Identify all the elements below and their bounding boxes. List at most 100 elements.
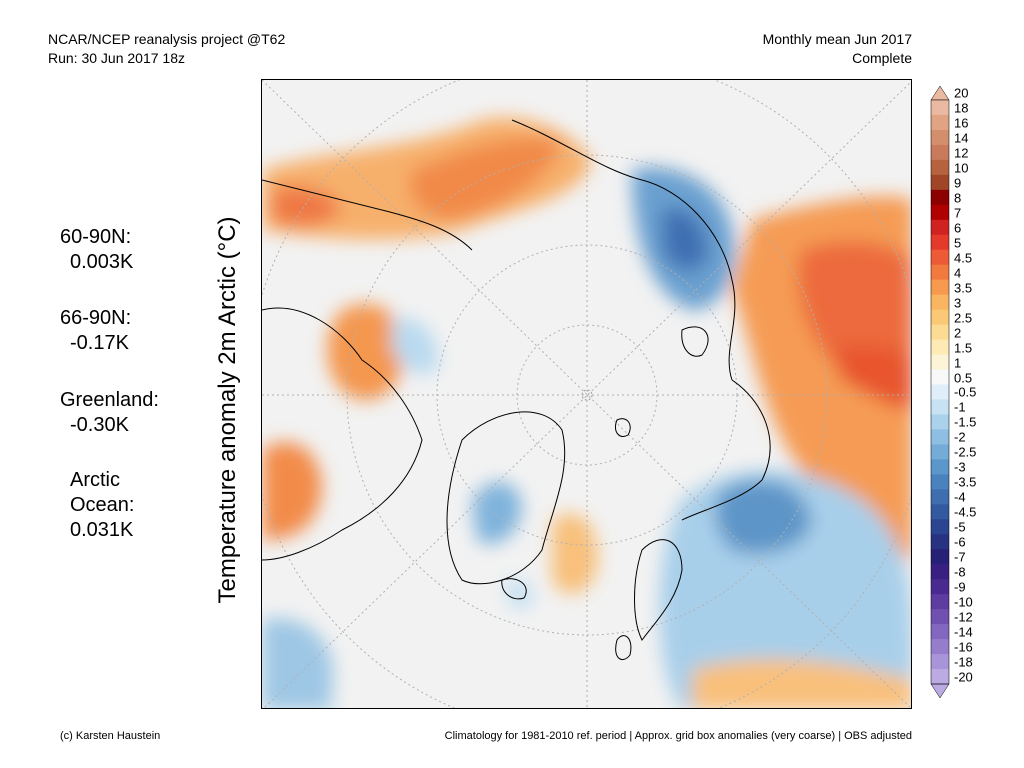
colorbar-tick-label: -4.5: [954, 504, 977, 520]
meridian-45: [262, 80, 911, 708]
run-time: Run: 30 Jun 2017 18z: [48, 50, 185, 66]
colorbar-tick-label: -2.5: [954, 444, 977, 460]
period-title: Monthly mean Jun 2017: [762, 31, 912, 47]
colorbar-tick-label: -0.5: [954, 384, 977, 400]
credit-text: (c) Karsten Haustein: [60, 730, 161, 742]
anomaly-cold-baffin: [392, 318, 438, 374]
colorbar-swatch: [931, 384, 949, 400]
coastline-russia: [681, 379, 771, 521]
stat-name: 66-90N:: [60, 307, 132, 329]
colorbar-swatch: [931, 609, 949, 625]
colorbar-tick-label: -6: [954, 534, 966, 550]
colorbar-swatch: [931, 504, 949, 520]
stat-name-line2: Ocean:: [70, 494, 135, 516]
colorbar-swatch: [931, 159, 949, 176]
colorbar: [930, 85, 950, 699]
colorbar-tick-label: -4: [954, 489, 966, 505]
colorbar-tick-label: 1: [954, 355, 962, 371]
header-left: NCAR/NCEP reanalysis project @T62 Run: 3…: [48, 30, 285, 68]
stat-name: Arctic: [70, 469, 120, 491]
stat-greenland: Greenland: -0.30K: [60, 388, 159, 438]
colorbar-tick-label: -18: [954, 654, 973, 670]
status-text: Complete: [852, 50, 912, 66]
colorbar-tick-label: 7: [954, 205, 962, 221]
colorbar-swatch: [931, 654, 949, 670]
colorbar-swatch: [931, 669, 949, 685]
coastline-siberia: [511, 119, 736, 381]
stat-value: 0.003K: [70, 251, 134, 273]
colorbar-axis-label: Temperature anomaly 2m Arctic (°C): [214, 216, 241, 604]
header-right: Monthly mean Jun 2017 Complete: [763, 30, 912, 68]
colorbar-swatch: [931, 369, 949, 386]
anomaly-warm-atlantic: [552, 513, 598, 594]
coastline-alaska: [262, 179, 473, 251]
colorbar-swatch: [931, 489, 949, 505]
colorbar-swatch: [931, 519, 949, 535]
anomaly-hot-siberia-2: [832, 345, 911, 410]
colorbar-tick-label: 5: [954, 235, 962, 251]
colorbar-swatch: [931, 444, 949, 460]
colorbar-swatch: [931, 174, 949, 191]
anomaly-cold-kara-core: [662, 208, 708, 271]
colorbar-swatch: [931, 414, 949, 430]
anomaly-warm-canada-2: [262, 442, 322, 540]
colorbar-swatch: [931, 564, 949, 580]
colorbar-overflow-high: [930, 85, 950, 101]
colorbar-tick-label: 9: [954, 175, 962, 191]
colorbar-swatch: [931, 189, 949, 206]
colorbar-swatch: [931, 534, 949, 550]
colorbar-swatch: [931, 549, 949, 565]
colorbar-swatch: [931, 624, 949, 640]
coastline-greenland: [446, 411, 566, 585]
colorbar-tick-label: -8: [954, 564, 966, 580]
stat-value: -0.30K: [70, 414, 129, 436]
colorbar-swatch: [931, 234, 949, 251]
colorbar-tick-label: -1: [954, 399, 966, 415]
coastline-uk: [615, 635, 632, 660]
colorbar-tick-label: 6: [954, 220, 962, 236]
colorbar-tick-label: -16: [954, 639, 973, 655]
colorbar-swatch: [931, 204, 949, 221]
colorbar-tick-label: -10: [954, 594, 973, 610]
coastline-svalbard: [614, 418, 631, 437]
colorbar-tick-label: -3: [954, 459, 966, 475]
colorbar-swatch: [931, 219, 949, 236]
anomaly-cold-core: [715, 480, 812, 554]
colorbar-tick-label: 2.5: [954, 310, 973, 326]
anomaly-cold-hudson: [262, 618, 334, 708]
stat-value: 0.031K: [70, 519, 134, 541]
colorbar-swatch: [931, 594, 949, 610]
colorbar-swatch: [931, 294, 949, 311]
stat-name: 60-90N:: [60, 226, 132, 248]
anomaly-warm-south: [692, 659, 911, 708]
colorbar-swatch: [931, 144, 949, 161]
colorbar-tick-label: -20: [954, 669, 973, 685]
colorbar-swatch: [931, 324, 949, 341]
colorbar-swatch: [931, 129, 949, 146]
colorbar-swatch: [931, 579, 949, 595]
colorbar-tick-label: 0.5: [954, 370, 973, 385]
colorbar-swatch: [931, 100, 949, 116]
colorbar-tick-label: 16: [954, 115, 969, 131]
colorbar-tick-label: -9: [954, 579, 966, 595]
colorbar-tick-label: -2: [954, 429, 966, 445]
colorbar-frame: [930, 99, 950, 685]
colorbar-swatch: [931, 114, 949, 131]
colorbar-tick-label: 20: [954, 85, 969, 101]
colorbar-swatch: [931, 264, 949, 281]
colorbar-tick-label: 3.5: [954, 280, 973, 296]
coastline-scandinavia: [634, 539, 683, 641]
stat-60-90n: 60-90N: 0.003K: [60, 225, 133, 275]
project-title: NCAR/NCEP reanalysis project @T62: [48, 31, 286, 47]
colorbar-overflow-low: [930, 683, 950, 699]
colorbar-tick-label: -12: [954, 609, 973, 625]
anomaly-map: [261, 79, 912, 709]
anomaly-cold-iceland: [506, 579, 534, 609]
coastline-canada: [262, 307, 423, 561]
coastline-iceland: [501, 578, 527, 600]
colorbar-tick-label: 1.5: [954, 340, 973, 356]
colorbar-tick-label: -3.5: [954, 474, 977, 490]
colorbar-tick-label: 14: [954, 130, 969, 146]
colorbar-tick-label: 8: [954, 190, 962, 206]
colorbar-swatch: [931, 354, 949, 371]
